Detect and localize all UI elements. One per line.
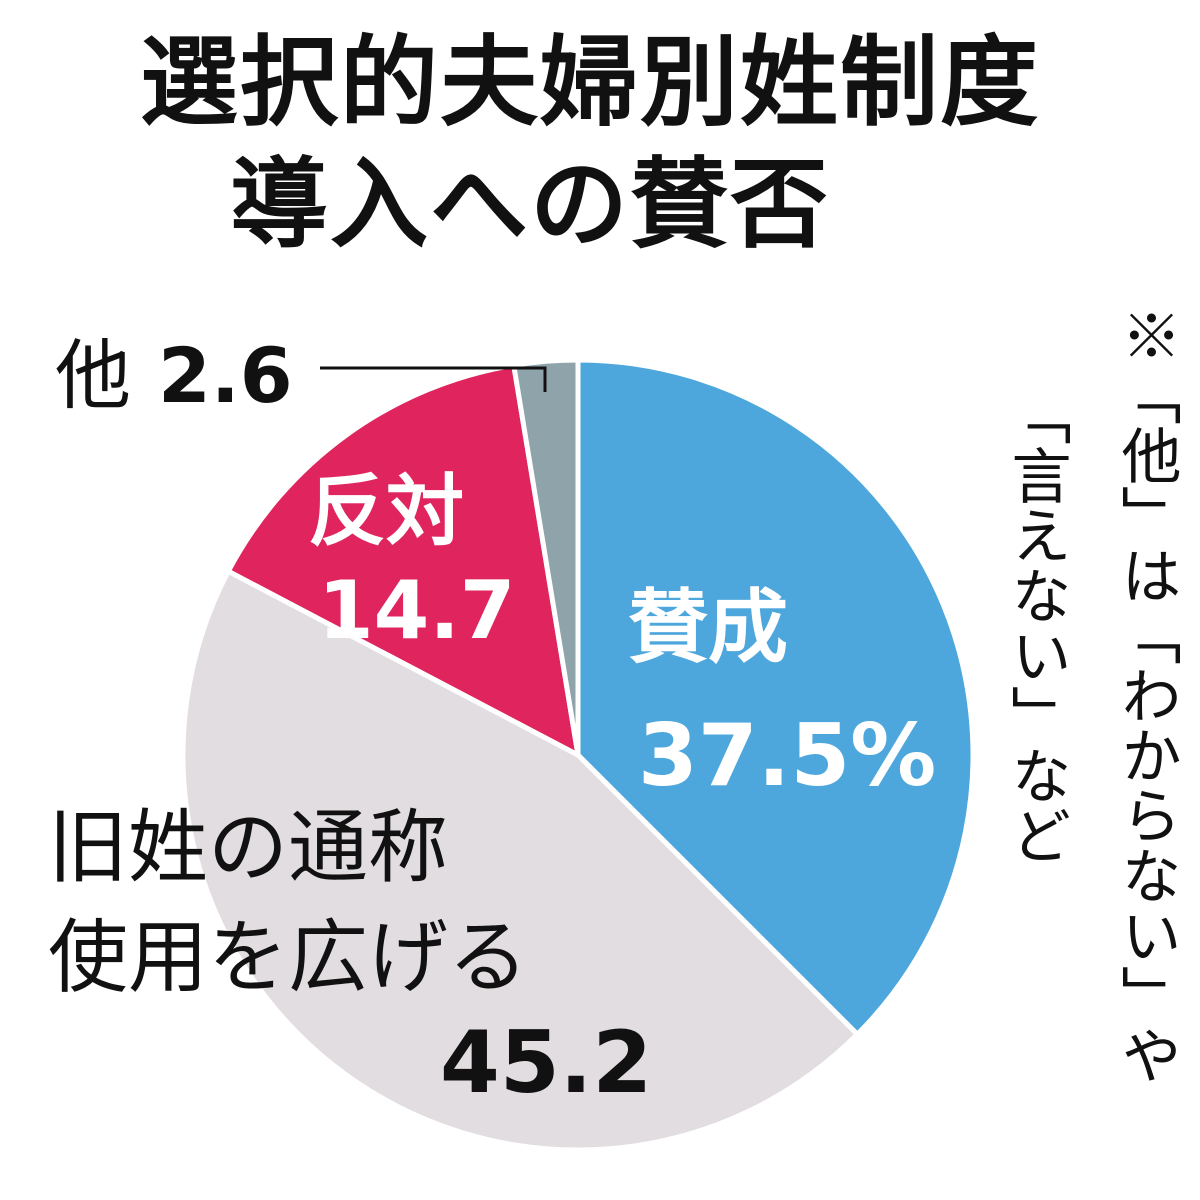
pie-labels: 賛成 37.5% 反対 14.7 旧姓の通称 使用を広げる 45.2 他 2.6 — [48, 331, 936, 1113]
pie-slices — [180, 357, 976, 1153]
pie-slice-other — [511, 357, 581, 758]
note-line-1: ※「他」は「わからない」や — [1111, 305, 1181, 1085]
pie-slice-oppose — [225, 362, 581, 758]
other-leader-line — [320, 366, 547, 392]
oppose-value: 14.7 — [318, 564, 515, 657]
chart-title-line-2: 導入への賛否 — [230, 148, 831, 262]
support-label: 賛成 — [628, 581, 788, 674]
maiden-name-label-line-1: 旧姓の通称 — [48, 801, 448, 894]
support-value: 37.5% — [638, 706, 936, 806]
pie-slice-maiden-name — [180, 568, 860, 1153]
other-label: 他 — [55, 331, 131, 420]
note-line-2: 「言えない」など — [1001, 385, 1071, 865]
oppose-label: 反対 — [308, 467, 464, 557]
pie-slice-support — [575, 357, 976, 1037]
chart-title-line-1: 選択的夫婦別姓制度 — [139, 26, 1040, 140]
other-value: 2.6 — [158, 331, 293, 420]
maiden-name-label-line-2: 使用を広げる — [48, 911, 528, 1004]
maiden-name-value: 45.2 — [440, 1013, 652, 1113]
